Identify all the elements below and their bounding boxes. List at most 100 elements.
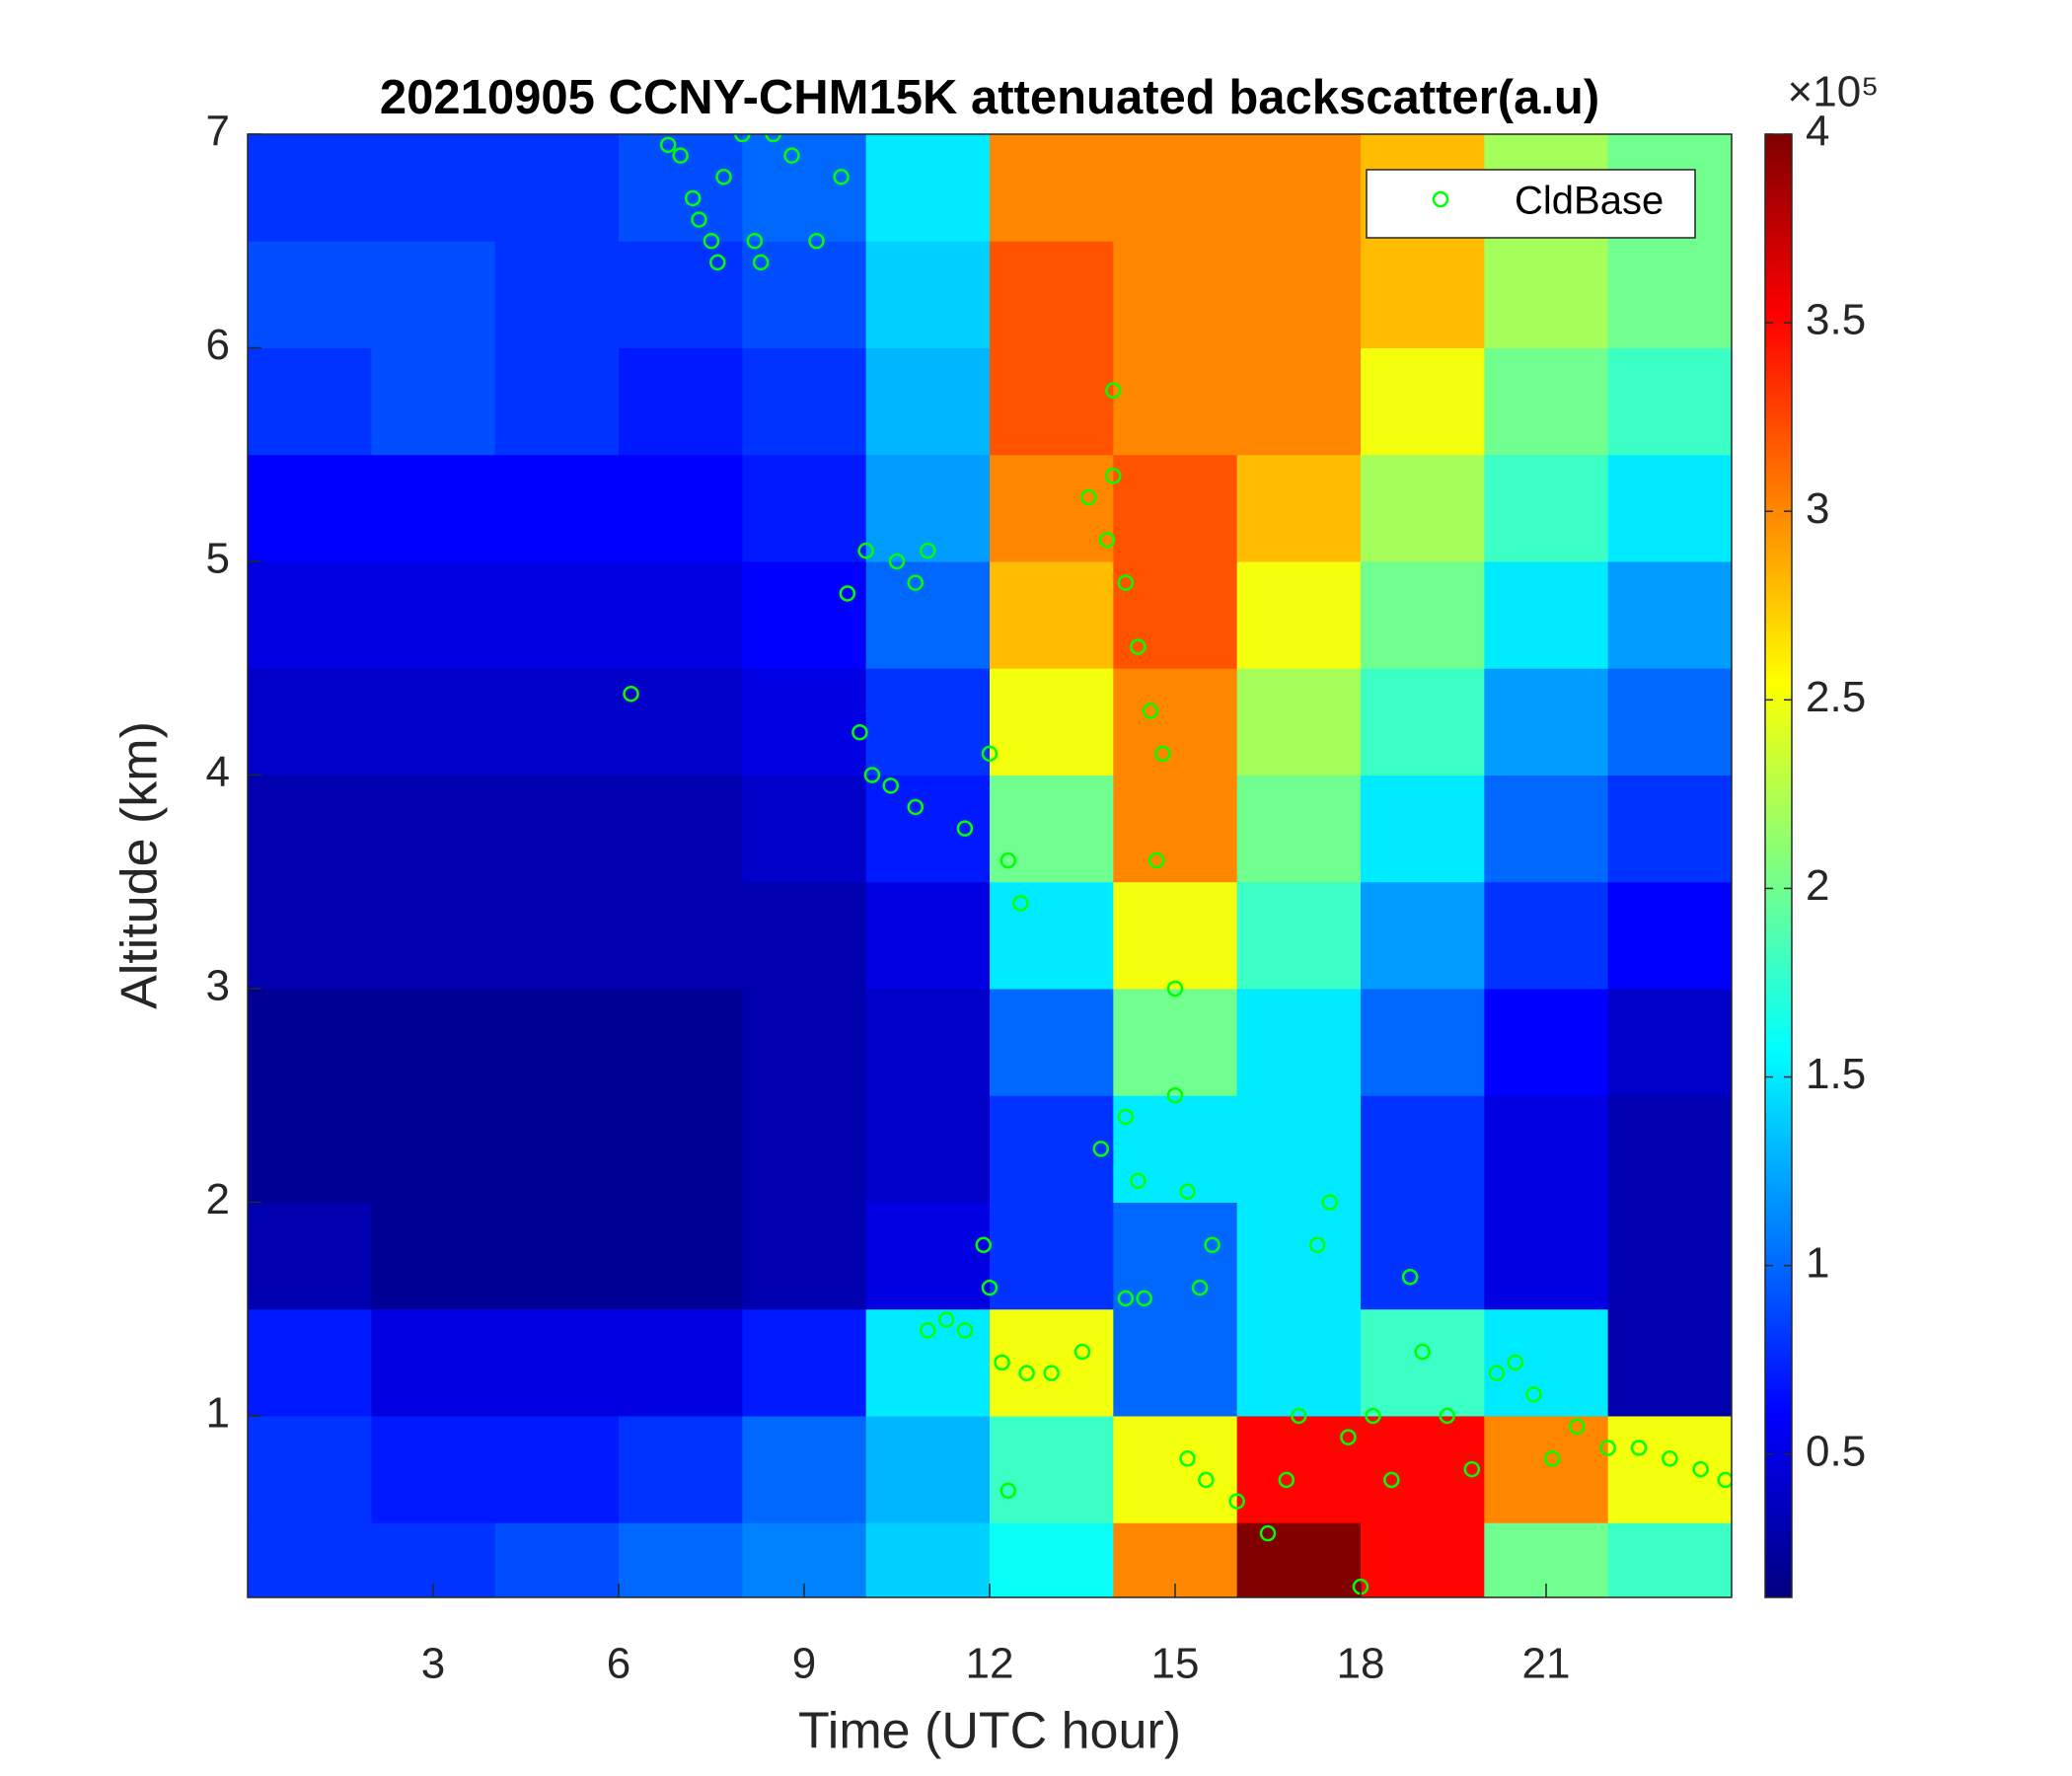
heatmap-cell xyxy=(865,454,991,562)
cloud-base-point xyxy=(1291,1407,1307,1425)
heatmap-cell xyxy=(248,988,372,1096)
heatmap-cell xyxy=(1607,1095,1732,1203)
heatmap-cell xyxy=(494,454,620,562)
heatmap-cell xyxy=(1361,1308,1485,1417)
legend-marker xyxy=(1432,190,1449,208)
heatmap-cell xyxy=(619,881,743,990)
heatmap xyxy=(248,134,1732,1597)
heatmap-cell xyxy=(1484,241,1609,348)
y-tick-label: 1 xyxy=(206,1389,230,1438)
cloud-base-point xyxy=(623,685,639,703)
heatmap-cell xyxy=(619,1308,743,1417)
heatmap-cell xyxy=(990,881,1114,990)
heatmap-cell xyxy=(371,1202,496,1310)
cloud-base-point xyxy=(1142,703,1159,719)
heatmap-cell xyxy=(1607,1522,1732,1597)
heatmap-cell xyxy=(248,1522,372,1597)
colorbar-tick-label: 4 xyxy=(1806,108,1829,156)
cloud-base-point xyxy=(1507,1354,1523,1371)
heatmap-cell xyxy=(1236,881,1362,990)
heatmap-cell xyxy=(1113,241,1238,348)
heatmap-cell xyxy=(494,1202,620,1310)
heatmap-cell xyxy=(865,881,991,990)
heatmap-cell xyxy=(990,347,1114,456)
heatmap-cell xyxy=(494,347,620,456)
heatmap-cell xyxy=(1236,775,1362,883)
cloud-base-point xyxy=(882,777,899,794)
cloud-base-point xyxy=(1717,1471,1732,1489)
heatmap-cell xyxy=(1484,454,1609,562)
heatmap-cell xyxy=(865,1308,991,1417)
y-tick-label: 2 xyxy=(206,1175,230,1223)
cloud-base-point xyxy=(857,542,874,559)
heatmap-cell xyxy=(371,1308,496,1417)
heatmap-cell xyxy=(1484,1202,1609,1310)
heatmap-cell xyxy=(865,1522,991,1597)
heatmap-cell xyxy=(619,560,743,669)
heatmap-cell xyxy=(248,134,372,242)
heatmap-cell xyxy=(494,1522,620,1597)
cloud-base-point xyxy=(981,1279,999,1296)
heatmap-cell xyxy=(1113,347,1238,456)
cloud-base-point xyxy=(1488,1365,1506,1381)
cloud-base-point xyxy=(851,723,868,741)
heatmap-cell xyxy=(1484,988,1609,1096)
cloud-base-point xyxy=(659,136,677,154)
heatmap-cell xyxy=(1361,560,1485,669)
heatmap-cell xyxy=(619,1202,743,1310)
cloud-base-point xyxy=(703,232,720,250)
heatmap-cell xyxy=(619,1522,743,1597)
x-tick-label: 18 xyxy=(1337,1640,1385,1688)
cloud-base-point xyxy=(920,542,936,559)
y-tick-label: 5 xyxy=(206,535,230,583)
cloud-base-point xyxy=(1204,1236,1221,1254)
heatmap-cell xyxy=(1113,668,1238,776)
heatmap-cell xyxy=(248,1308,372,1417)
heatmap-cell xyxy=(1236,1095,1362,1203)
cloud-base-point xyxy=(1544,1450,1561,1467)
legend-label: CldBase xyxy=(1515,180,1664,223)
heatmap-cell xyxy=(248,454,372,562)
heatmap-cell xyxy=(1361,775,1485,883)
colorbar-tick-label: 0.5 xyxy=(1806,1427,1866,1475)
cloud-base-point xyxy=(920,1322,936,1339)
heatmap-cell xyxy=(248,775,372,883)
heatmap-cell xyxy=(1361,1202,1485,1310)
cloud-base-point xyxy=(1308,1236,1326,1254)
heatmap-cell xyxy=(619,1095,743,1203)
cloud-base-point xyxy=(1018,1365,1035,1381)
cloud-base-point xyxy=(1340,1429,1357,1445)
heatmap-cell xyxy=(619,988,743,1096)
cloud-base-point xyxy=(1098,532,1116,549)
heatmap-cell xyxy=(1484,1415,1609,1523)
heatmap-cell xyxy=(1236,347,1362,456)
y-tick-label: 6 xyxy=(206,321,230,369)
heatmap-cell xyxy=(1484,1308,1609,1417)
heatmap-cell xyxy=(990,241,1114,348)
cloud-base-point xyxy=(746,232,764,250)
cloud-base-point xyxy=(937,1311,955,1328)
cloud-base-point xyxy=(1147,851,1165,869)
cloud-base-point xyxy=(1130,1172,1147,1190)
cloud-base-point xyxy=(684,189,702,207)
heatmap-cell xyxy=(1113,454,1238,562)
heatmap-cell xyxy=(865,347,991,456)
cloud-base-point xyxy=(752,254,770,271)
heatmap-cell xyxy=(494,1095,620,1203)
y-tick-label: 7 xyxy=(206,108,230,156)
heatmap-cell xyxy=(1484,1095,1609,1203)
cloud-base-point xyxy=(994,1354,1010,1371)
cloud-base-point xyxy=(999,851,1017,869)
heatmap-cell xyxy=(1236,1202,1362,1310)
heatmap-cell xyxy=(990,1308,1114,1417)
cloud-base-point xyxy=(1365,1407,1381,1425)
heatmap-cell xyxy=(1607,560,1732,669)
heatmap-cell xyxy=(742,775,867,883)
heatmap-cell xyxy=(1236,988,1362,1096)
cloud-base-point xyxy=(863,767,881,783)
heatmap-cell xyxy=(1607,1415,1732,1523)
cloud-base-point xyxy=(1278,1471,1295,1489)
heatmap-cell xyxy=(619,347,743,456)
heatmap-cell xyxy=(371,881,496,990)
